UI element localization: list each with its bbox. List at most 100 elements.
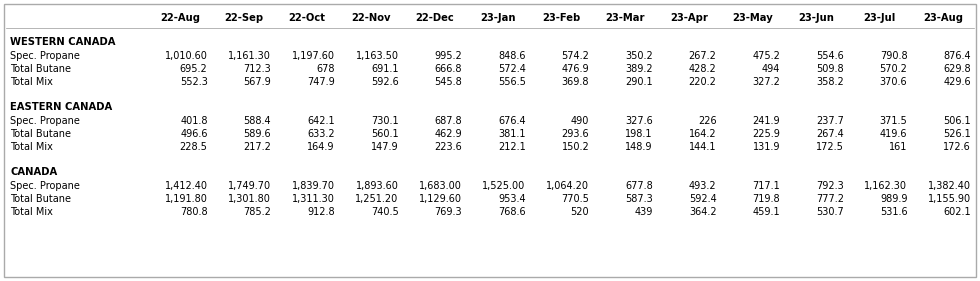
Text: Total Butane: Total Butane	[10, 194, 71, 204]
Text: 226: 226	[698, 116, 716, 126]
Text: 148.9: 148.9	[625, 142, 653, 152]
Text: Spec. Propane: Spec. Propane	[10, 181, 80, 191]
Text: 588.4: 588.4	[244, 116, 271, 126]
Text: 164.2: 164.2	[689, 129, 716, 139]
Text: 23-Jul: 23-Jul	[863, 13, 896, 23]
Text: 23-Aug: 23-Aug	[923, 13, 963, 23]
Text: 552.3: 552.3	[179, 77, 208, 87]
Text: 371.5: 371.5	[880, 116, 907, 126]
Text: 677.8: 677.8	[625, 181, 653, 191]
Text: CANADA: CANADA	[10, 167, 57, 177]
Text: 530.7: 530.7	[816, 207, 844, 217]
Text: 150.2: 150.2	[562, 142, 589, 152]
Text: 1,311.30: 1,311.30	[292, 194, 335, 204]
Text: 358.2: 358.2	[816, 77, 844, 87]
Text: 496.6: 496.6	[180, 129, 208, 139]
Text: 509.8: 509.8	[816, 64, 844, 74]
Text: 770.5: 770.5	[562, 194, 589, 204]
Text: 1,893.60: 1,893.60	[356, 181, 399, 191]
Text: 545.8: 545.8	[434, 77, 463, 87]
Text: 719.8: 719.8	[753, 194, 780, 204]
Text: 712.3: 712.3	[243, 64, 271, 74]
Text: 327.6: 327.6	[625, 116, 653, 126]
Text: 419.6: 419.6	[880, 129, 907, 139]
Text: 695.2: 695.2	[180, 64, 208, 74]
Text: 225.9: 225.9	[753, 129, 780, 139]
Text: 147.9: 147.9	[370, 142, 399, 152]
Text: 1,525.00: 1,525.00	[482, 181, 525, 191]
Text: 131.9: 131.9	[753, 142, 780, 152]
Text: 217.2: 217.2	[243, 142, 271, 152]
Text: 1,251.20: 1,251.20	[355, 194, 399, 204]
Text: 526.1: 526.1	[944, 129, 971, 139]
Text: 389.2: 389.2	[625, 64, 653, 74]
Text: 476.9: 476.9	[562, 64, 589, 74]
Text: 792.3: 792.3	[816, 181, 844, 191]
Text: 570.2: 570.2	[879, 64, 907, 74]
Text: 462.9: 462.9	[434, 129, 463, 139]
Text: 267.4: 267.4	[816, 129, 844, 139]
Text: 369.8: 369.8	[562, 77, 589, 87]
Text: 1,163.50: 1,163.50	[356, 51, 399, 61]
Text: 350.2: 350.2	[625, 51, 653, 61]
Text: 633.2: 633.2	[307, 129, 335, 139]
Text: 23-May: 23-May	[732, 13, 772, 23]
Text: 23-Feb: 23-Feb	[542, 13, 580, 23]
Text: 1,162.30: 1,162.30	[864, 181, 907, 191]
Text: 494: 494	[761, 64, 780, 74]
Text: 687.8: 687.8	[434, 116, 463, 126]
Text: 848.6: 848.6	[498, 51, 525, 61]
Text: 1,382.40: 1,382.40	[928, 181, 971, 191]
Text: 370.6: 370.6	[880, 77, 907, 87]
Text: 589.6: 589.6	[244, 129, 271, 139]
Text: WESTERN CANADA: WESTERN CANADA	[10, 37, 116, 47]
Text: 475.2: 475.2	[753, 51, 780, 61]
Text: 717.1: 717.1	[753, 181, 780, 191]
Text: 144.1: 144.1	[689, 142, 716, 152]
Text: Total Mix: Total Mix	[10, 77, 53, 87]
Text: 198.1: 198.1	[625, 129, 653, 139]
Text: Spec. Propane: Spec. Propane	[10, 51, 80, 61]
Text: 381.1: 381.1	[498, 129, 525, 139]
Text: 747.9: 747.9	[307, 77, 335, 87]
Text: 23-Jun: 23-Jun	[798, 13, 834, 23]
Text: 602.1: 602.1	[944, 207, 971, 217]
Text: 1,683.00: 1,683.00	[419, 181, 463, 191]
Text: 769.3: 769.3	[434, 207, 463, 217]
Text: 22-Sep: 22-Sep	[223, 13, 263, 23]
Text: 172.6: 172.6	[944, 142, 971, 152]
Text: 23-Mar: 23-Mar	[606, 13, 645, 23]
Text: 364.2: 364.2	[689, 207, 716, 217]
Text: EASTERN CANADA: EASTERN CANADA	[10, 102, 113, 112]
Text: 989.9: 989.9	[880, 194, 907, 204]
Text: 587.3: 587.3	[625, 194, 653, 204]
Text: 212.1: 212.1	[498, 142, 525, 152]
Text: 237.7: 237.7	[816, 116, 844, 126]
Text: Total Mix: Total Mix	[10, 207, 53, 217]
Text: 164.9: 164.9	[308, 142, 335, 152]
Text: 531.6: 531.6	[880, 207, 907, 217]
Text: 730.1: 730.1	[370, 116, 399, 126]
Text: 161: 161	[889, 142, 907, 152]
Text: 1,839.70: 1,839.70	[292, 181, 335, 191]
Text: 567.9: 567.9	[243, 77, 271, 87]
Text: 493.2: 493.2	[689, 181, 716, 191]
Text: 1,301.80: 1,301.80	[228, 194, 271, 204]
Text: Total Mix: Total Mix	[10, 142, 53, 152]
Text: 740.5: 740.5	[370, 207, 399, 217]
Text: 267.2: 267.2	[689, 51, 716, 61]
Text: 953.4: 953.4	[498, 194, 525, 204]
Text: 439: 439	[634, 207, 653, 217]
Text: Total Butane: Total Butane	[10, 129, 71, 139]
Text: 459.1: 459.1	[753, 207, 780, 217]
Text: 223.6: 223.6	[434, 142, 463, 152]
Text: 1,129.60: 1,129.60	[419, 194, 463, 204]
Text: 768.6: 768.6	[498, 207, 525, 217]
Text: 22-Aug: 22-Aug	[160, 13, 200, 23]
Text: 780.8: 780.8	[180, 207, 208, 217]
Text: 490: 490	[571, 116, 589, 126]
Text: 228.5: 228.5	[179, 142, 208, 152]
Text: 676.4: 676.4	[498, 116, 525, 126]
Text: 691.1: 691.1	[371, 64, 399, 74]
Text: 912.8: 912.8	[307, 207, 335, 217]
